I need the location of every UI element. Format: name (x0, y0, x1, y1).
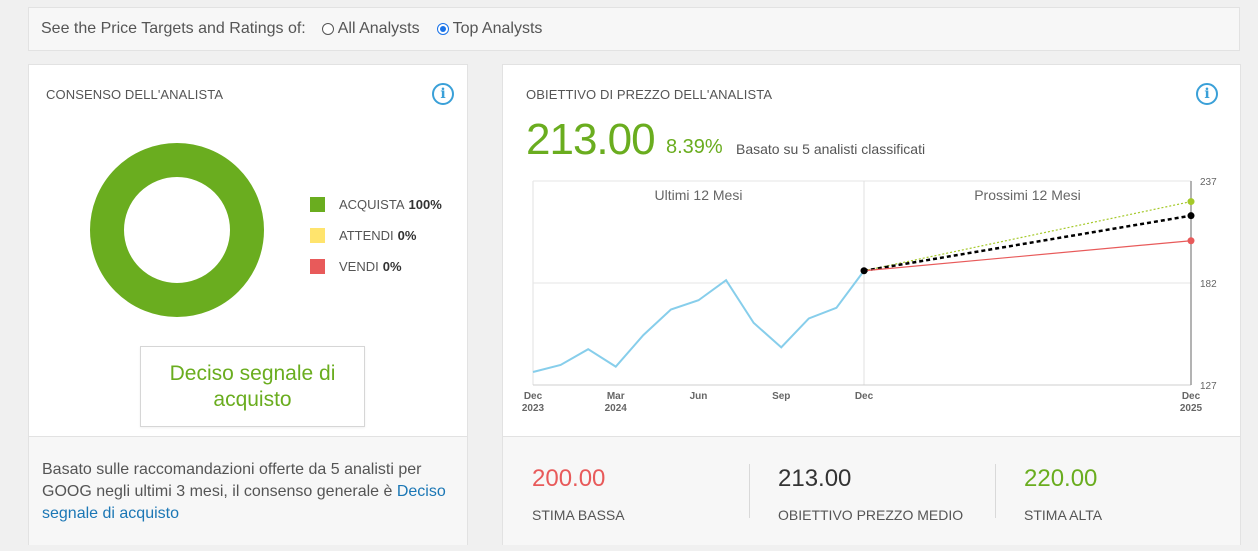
average-price-target: 213.00 (526, 115, 656, 164)
price-target-chart: Ultimi 12 Mesi Prossimi 12 Mesi 127 182 237 D… (522, 177, 1217, 414)
radio-circle-all[interactable] (321, 23, 334, 35)
consensus-legend: ACQUISTA 100% ATTENDI 0% VENDI 0% (310, 189, 442, 282)
y-tick-label: 182 (1200, 279, 1217, 290)
upside-percent: 8.39% (666, 136, 723, 158)
projection-endpoint-high (1187, 198, 1195, 206)
analyst-basis-text: Basato su 5 analisti classificati (736, 141, 926, 157)
x-tick-label: Dec (1182, 391, 1201, 402)
consensus-footer-desc: Basato sulle raccomandazioni offerte da … (42, 461, 422, 500)
average-target: 213.00 OBIETTIVO PREZZO MEDIO (778, 465, 963, 523)
x-tick-year-label: 2023 (522, 403, 545, 414)
projection-endpoint-low (1187, 237, 1195, 245)
consensus-title: CONSENSO DELL'ANALISTA (46, 87, 224, 102)
x-tick-label: Dec (855, 391, 874, 402)
price-target-footer: 200.00 STIMA BASSA 213.00 OBIETTIVO PREZ… (503, 436, 1240, 545)
x-tick-label: Dec (524, 391, 543, 402)
low-estimate: 200.00 STIMA BASSA (532, 465, 625, 523)
footer-divider (749, 464, 750, 518)
legend-swatch-buy (310, 197, 325, 212)
high-estimate-label: STIMA ALTA (1024, 507, 1103, 523)
x-tick-label: Jun (690, 391, 708, 402)
legend-swatch-sell (310, 259, 325, 274)
info-icon[interactable]: i (1196, 83, 1218, 105)
consensus-footer-text: Basato sulle raccomandazioni offerte da … (42, 459, 452, 525)
legend-item-buy: ACQUISTA 100% (310, 189, 442, 220)
radio-top-analysts[interactable]: Top Analysts (436, 20, 543, 38)
radio-circle-top[interactable] (436, 23, 449, 35)
price-target-panel: OBIETTIVO DI PREZZO DELL'ANALISTA i 213.… (502, 64, 1241, 545)
radio-label-top[interactable]: Top Analysts (452, 20, 543, 37)
consensus-footer: Basato sulle raccomandazioni offerte da … (29, 436, 467, 545)
consensus-donut-chart (90, 143, 264, 317)
legend-label-buy: ACQUISTA (339, 197, 405, 212)
analyst-filter-bar: See the Price Targets and Ratings of: Al… (28, 7, 1240, 51)
legend-label-sell: VENDI (339, 259, 379, 274)
consensus-footer-link[interactable]: Deciso segnale di acquisto (42, 483, 446, 522)
x-tick-label: Sep (772, 391, 790, 402)
x-tick-label: Mar (607, 391, 625, 402)
x-tick-year-label: 2024 (605, 403, 628, 414)
legend-item-sell: VENDI 0% (310, 251, 442, 282)
projection-line-low (863, 240, 1192, 272)
y-tick-label: 237 (1200, 177, 1217, 188)
consensus-panel: CONSENSO DELL'ANALISTA i ACQUISTA 100% A… (28, 64, 468, 545)
projection-line-average (863, 214, 1192, 272)
filter-label: See the Price Targets and Ratings of: (41, 20, 306, 37)
x-tick-year-label: 2025 (1180, 403, 1203, 414)
legend-value-buy: 100% (408, 197, 442, 212)
y-tick-label: 127 (1200, 381, 1217, 392)
low-estimate-label: STIMA BASSA (532, 507, 625, 523)
footer-divider (995, 464, 996, 518)
average-target-label: OBIETTIVO PREZZO MEDIO (778, 507, 964, 523)
legend-value-hold: 0% (397, 228, 417, 243)
legend-label-hold: ATTENDI (339, 228, 394, 243)
high-estimate-value: 220.00 (1024, 465, 1098, 492)
low-estimate-value: 200.00 (532, 465, 606, 492)
radio-all-analysts[interactable]: All Analysts (321, 20, 420, 38)
legend-value-sell: 0% (382, 259, 402, 274)
legend-swatch-hold (310, 228, 325, 243)
projection-endpoint-average (1187, 212, 1195, 220)
consensus-signal-box: Deciso segnale di acquisto (140, 346, 365, 427)
legend-item-hold: ATTENDI 0% (310, 220, 442, 251)
section-label-future: Prossimi 12 Mesi (974, 187, 1081, 203)
info-icon[interactable]: i (432, 83, 454, 105)
price-target-title: OBIETTIVO DI PREZZO DELL'ANALISTA (526, 87, 773, 102)
current-price-point (860, 267, 868, 275)
section-label-past: Ultimi 12 Mesi (655, 187, 743, 203)
donut-segment-buy (90, 143, 264, 317)
average-target-value: 213.00 (778, 465, 852, 492)
price-history-line (532, 270, 865, 373)
radio-label-all[interactable]: All Analysts (337, 20, 420, 37)
high-estimate: 220.00 STIMA ALTA (1024, 465, 1102, 523)
projection-line-high (863, 200, 1192, 272)
